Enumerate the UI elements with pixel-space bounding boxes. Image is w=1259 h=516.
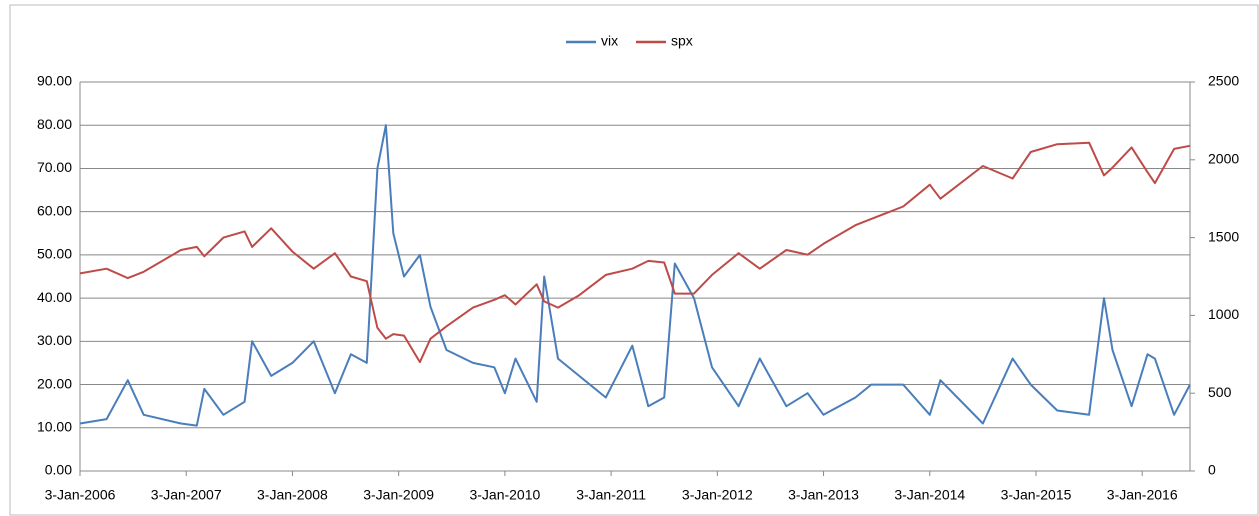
- y-tick-label: 90.00: [37, 73, 72, 89]
- y-tick-label: 30.00: [37, 332, 72, 348]
- legend-label: spx: [671, 33, 693, 49]
- y-tick-label: 50.00: [37, 246, 72, 262]
- y2-tick-label: 0: [1208, 462, 1216, 478]
- y-tick-label: 40.00: [37, 289, 72, 305]
- series-line: [79, 141, 1191, 364]
- y-tick-label: 70.00: [37, 159, 72, 175]
- y-tick-label: 80.00: [37, 116, 72, 132]
- legend-label: vix: [601, 33, 618, 49]
- y2-tick-label: 2000: [1208, 151, 1239, 167]
- y2-tick-label: 1500: [1208, 228, 1239, 244]
- x-tick-label: 3-Jan-2006: [45, 487, 116, 503]
- x-tick-label: 3-Jan-2008: [257, 487, 328, 503]
- x-tick-label: 3-Jan-2010: [469, 487, 540, 503]
- x-tick-label: 3-Jan-2013: [788, 487, 859, 503]
- y-tick-label: 10.00: [37, 418, 72, 434]
- y-tick-label: 20.00: [37, 375, 72, 391]
- x-tick-label: 3-Jan-2015: [1001, 487, 1072, 503]
- y2-tick-label: 2500: [1208, 73, 1239, 89]
- x-tick-label: 3-Jan-2011: [576, 487, 646, 503]
- x-tick-label: 3-Jan-2016: [1107, 487, 1178, 503]
- y2-tick-label: 1000: [1208, 306, 1239, 322]
- x-tick-label: 3-Jan-2009: [363, 487, 434, 503]
- x-tick-label: 3-Jan-2012: [682, 487, 753, 503]
- series-line: [79, 124, 1191, 427]
- y2-tick-label: 500: [1208, 384, 1232, 400]
- y-tick-label: 0.00: [45, 462, 72, 478]
- chart-border: [9, 4, 1259, 516]
- y-tick-label: 60.00: [37, 202, 72, 218]
- x-tick-label: 3-Jan-2007: [151, 487, 222, 503]
- x-tick-label: 3-Jan-2014: [894, 487, 965, 503]
